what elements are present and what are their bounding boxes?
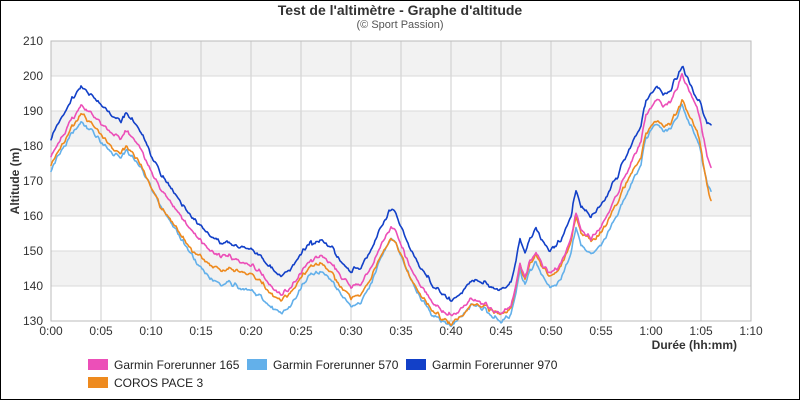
svg-text:170: 170 <box>23 174 43 188</box>
svg-text:0:30: 0:30 <box>339 324 363 338</box>
svg-text:180: 180 <box>23 139 43 153</box>
svg-text:0:50: 0:50 <box>539 324 563 338</box>
svg-text:160: 160 <box>23 209 43 223</box>
svg-text:0:15: 0:15 <box>189 324 213 338</box>
svg-text:0:45: 0:45 <box>489 324 513 338</box>
svg-text:140: 140 <box>23 279 43 293</box>
svg-text:0:35: 0:35 <box>389 324 413 338</box>
svg-text:0:05: 0:05 <box>89 324 113 338</box>
svg-text:0:20: 0:20 <box>239 324 263 338</box>
svg-text:200: 200 <box>23 69 43 83</box>
svg-text:1:05: 1:05 <box>689 324 713 338</box>
svg-text:210: 210 <box>23 34 43 48</box>
svg-text:1:00: 1:00 <box>639 324 663 338</box>
svg-text:150: 150 <box>23 244 43 258</box>
svg-text:0:55: 0:55 <box>589 324 613 338</box>
svg-text:190: 190 <box>23 104 43 118</box>
svg-text:1:10: 1:10 <box>739 324 763 338</box>
svg-text:0:10: 0:10 <box>139 324 163 338</box>
svg-text:0:25: 0:25 <box>289 324 313 338</box>
svg-text:0:00: 0:00 <box>39 324 63 338</box>
